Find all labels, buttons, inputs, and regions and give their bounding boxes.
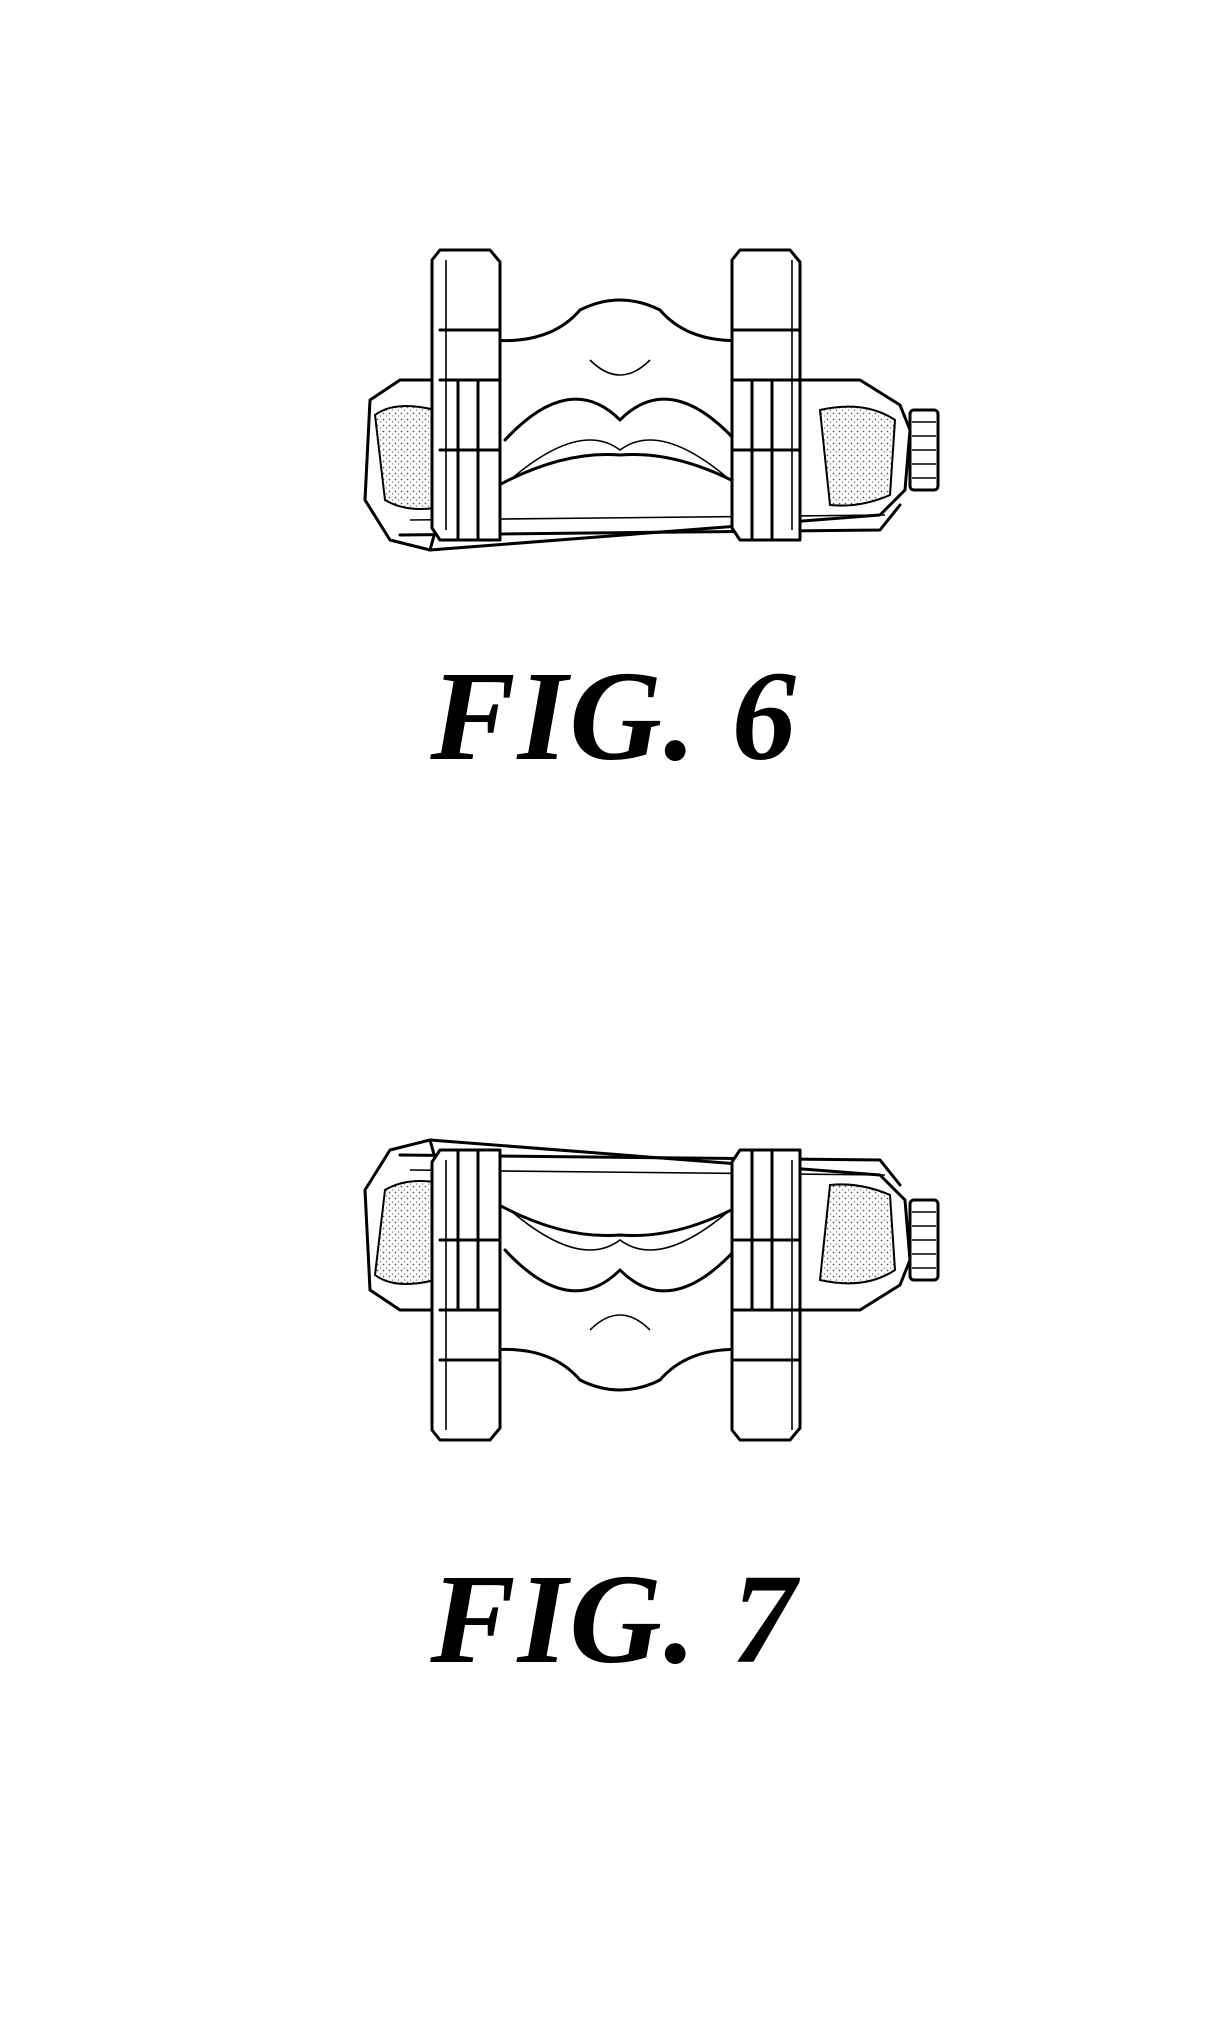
fig7-drawing <box>340 1120 940 1460</box>
fig6-caption: FIG. 6 <box>0 652 1228 780</box>
figure-7: FIG. 7 <box>0 1000 1228 2027</box>
fig7-caption: FIG. 7 <box>0 1555 1228 1683</box>
figure-6: FIG. 6 <box>0 0 1228 1000</box>
fig6-drawing <box>340 230 940 570</box>
